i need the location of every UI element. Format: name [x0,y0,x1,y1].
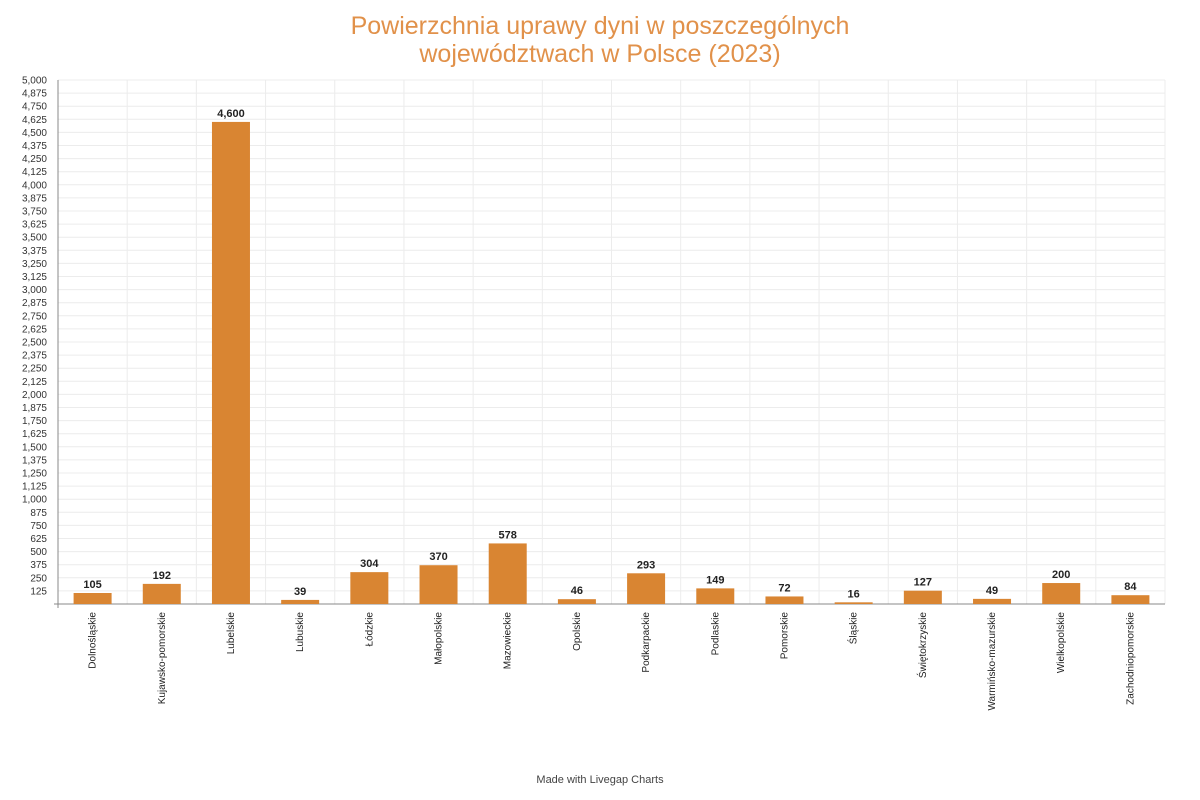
y-tick-label: 4,000 [22,180,47,191]
bar-value-label: 72 [778,582,790,594]
y-tick-label: 4,375 [22,141,47,152]
y-tick-label: 2,250 [22,364,47,375]
bar-value-label: 16 [848,588,860,600]
x-tick-label: Lubuskie [295,612,306,652]
bars [73,121,1150,605]
y-tick-label: 750 [30,521,47,532]
y-tick-label: 1,750 [22,416,47,427]
y-tick-label: 3,500 [22,233,47,244]
y-tick-label: 2,750 [22,311,47,322]
x-tick-label: Świętokrzyskie [916,612,929,679]
y-tick-label: 1,375 [22,455,47,466]
x-tick-label: Mazowieckie [503,612,514,670]
x-tick-label: Kujawsko-pomorskie [157,612,168,705]
bar[interactable] [142,583,181,604]
bar[interactable] [73,592,112,604]
data-labels: 105 192 4,600 39 304 370 578 46 293 149 72 16 127 49 2… [83,108,1137,600]
y-tick-label: 5,000 [22,76,47,87]
bar[interactable] [834,602,873,604]
y-tick-label: 4,500 [22,128,47,139]
bar-value-label: 200 [1052,569,1070,581]
y-tick-label: 4,125 [22,167,47,178]
x-tick-label: Podlaskie [710,612,721,656]
chart-title: Powierzchnia uprawy dyni w poszczególnyc… [0,12,1200,68]
y-tick-label: 250 [30,573,47,584]
chart-title-line-1: Powierzchnia uprawy dyni w poszczególnyc… [350,12,850,40]
y-tick-label: 4,625 [22,115,47,126]
bar[interactable] [765,596,804,604]
x-tick-label: Warmińsko-mazurskie [987,612,998,711]
bar-value-label: 49 [986,585,998,597]
x-tick-labels: Dolnośląskie Kujawsko-pomorskie Lubelskie L… [88,612,1137,711]
y-tick-label: 3,250 [22,259,47,270]
bar[interactable] [211,121,250,605]
y-tick-label: 875 [30,508,47,519]
x-tick-label: Lubelskie [226,612,237,655]
y-tick-label: 1,250 [22,469,47,480]
y-tick-label: 1,125 [22,482,47,493]
y-tick-label: 2,500 [22,338,47,349]
y-tick-label: 2,375 [22,351,47,362]
bar-value-label: 105 [83,579,101,591]
bar[interactable] [627,573,666,604]
y-tick-label: 1,625 [22,429,47,440]
y-tick-label: 3,000 [22,285,47,296]
y-tick-label: 3,125 [22,272,47,283]
x-tick-label: Dolnośląskie [88,612,99,669]
bar-value-label: 578 [499,529,517,541]
y-tick-label: 4,250 [22,154,47,165]
footer-credit: Made with Livegap Charts [536,774,664,786]
bar-value-label: 304 [360,558,379,570]
y-tick-label: 375 [30,560,47,571]
bar[interactable] [419,565,458,604]
y-tick-label: 2,625 [22,324,47,335]
bar-value-label: 192 [153,570,171,582]
bar[interactable] [973,598,1012,604]
y-tick-label: 1,500 [22,442,47,453]
bar-value-label: 370 [429,551,447,563]
y-tick-label: 2,000 [22,390,47,401]
bar[interactable] [696,588,735,604]
x-tick-label: Śląskie [847,612,860,645]
y-tick-label: 4,875 [22,89,47,100]
bar[interactable] [488,543,527,604]
chart-title-line-2: województwach w Polsce (2023) [419,40,781,68]
y-tick-label: 3,875 [22,193,47,204]
bar[interactable] [1042,583,1081,604]
y-tick-label: 125 [30,586,47,597]
bar-value-label: 39 [294,586,306,598]
bar[interactable] [281,599,320,604]
y-tick-label: 500 [30,547,47,558]
x-tick-label: Małopolskie [434,612,445,665]
bar-value-label: 46 [571,585,583,597]
x-tick-label: Wielkopolskie [1056,612,1067,674]
y-tick-label: 1,875 [22,403,47,414]
bar-value-label: 127 [914,577,932,589]
x-tick-label: Zachodniopomorskie [1125,612,1136,705]
bar-value-label: 293 [637,559,655,571]
y-tick-label: 625 [30,534,47,545]
bar[interactable] [350,572,389,604]
y-tick-labels: 125 250 375 500 625 750 875 1,000 1,125 1,250 1,37… [22,76,47,598]
x-tick-label: Opolskie [572,612,583,651]
bar[interactable] [903,590,942,604]
y-tick-label: 3,375 [22,246,47,257]
bar[interactable] [1111,595,1150,604]
bar-value-label: 84 [1124,581,1137,593]
y-tick-label: 1,000 [22,495,47,506]
y-tick-label: 3,750 [22,207,47,218]
bar-value-label: 149 [706,574,724,586]
y-tick-label: 2,125 [22,377,47,388]
x-tick-label: Łódzkie [364,612,375,647]
x-tick-label: Podkarpackie [641,612,652,673]
x-tick-label: Pomorskie [779,612,790,660]
y-tick-label: 2,875 [22,298,47,309]
bar-value-label: 4,600 [217,108,245,120]
y-tick-label: 4,750 [22,102,47,113]
y-tick-label: 3,625 [22,220,47,231]
bar[interactable] [557,599,596,604]
